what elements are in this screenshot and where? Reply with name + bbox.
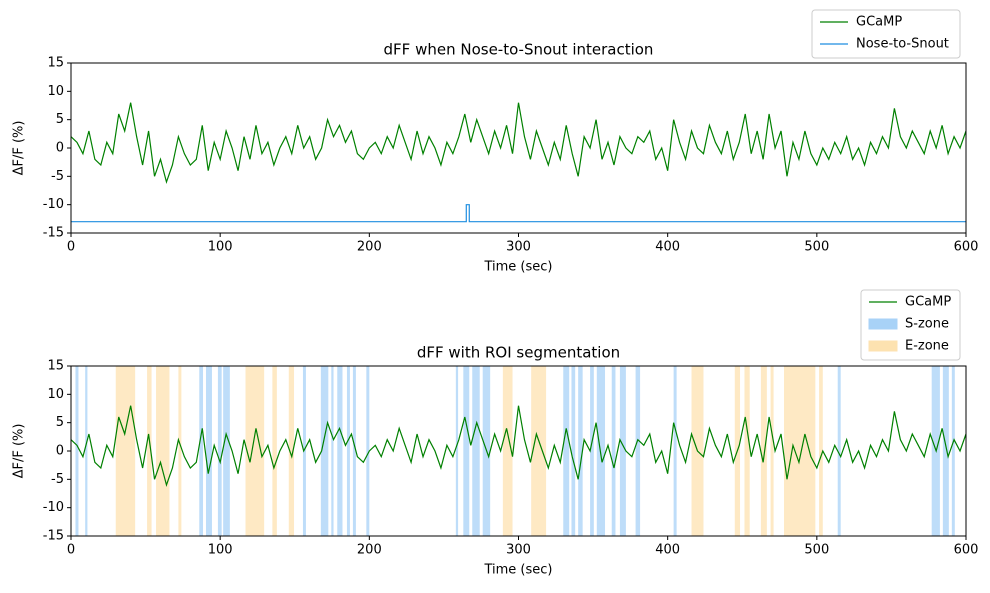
zone-span bbox=[770, 366, 774, 536]
y-tick-label: -15 bbox=[43, 529, 64, 544]
zone-span bbox=[578, 366, 583, 536]
zone-span bbox=[563, 366, 570, 536]
y-tick-label: 5 bbox=[56, 415, 64, 430]
legend-frame bbox=[811, 9, 961, 59]
zone-span bbox=[744, 366, 750, 536]
x-tick-label: 100 bbox=[208, 543, 233, 558]
axes: 0 100 200 300 400 500 600 -15 -10 -5 0 5 10 15 dFF wit… bbox=[12, 344, 979, 578]
axis-title: dFF when Nose-to-Snout interaction bbox=[384, 41, 654, 59]
zone-span bbox=[147, 366, 152, 536]
x-tick-label: 600 bbox=[954, 543, 979, 558]
zone-span bbox=[352, 366, 356, 536]
x-tick-label: 200 bbox=[357, 240, 382, 255]
y-tick-label: -5 bbox=[51, 169, 64, 184]
y-axis-label: ΔF/F (%) bbox=[12, 424, 27, 479]
zone-span bbox=[178, 366, 182, 536]
zone-span bbox=[611, 366, 616, 536]
zone-span bbox=[673, 366, 677, 536]
zone-span bbox=[472, 366, 480, 536]
zone-span bbox=[288, 366, 295, 536]
zone-span bbox=[331, 366, 334, 536]
zone-span bbox=[463, 366, 470, 536]
x-tick-label: 100 bbox=[208, 240, 233, 255]
axis-title: dFF with ROI segmentation bbox=[417, 344, 620, 362]
zone-span bbox=[635, 366, 641, 536]
zone-span bbox=[502, 366, 513, 536]
legend-swatch bbox=[868, 340, 898, 352]
zone-span bbox=[531, 366, 547, 536]
x-tick-label: 600 bbox=[954, 240, 979, 255]
zone-span bbox=[217, 366, 222, 536]
x-tick-label: 500 bbox=[804, 240, 829, 255]
series-line bbox=[71, 204, 966, 223]
legend-label: E-zone bbox=[905, 339, 949, 354]
zone-span bbox=[223, 366, 230, 536]
legend-swatch bbox=[868, 318, 898, 330]
x-tick-label: 200 bbox=[357, 543, 382, 558]
x-tick-label: 300 bbox=[506, 543, 531, 558]
y-tick-label: 15 bbox=[47, 359, 64, 374]
zone-span bbox=[784, 366, 816, 536]
zone-span bbox=[302, 366, 306, 536]
series-line bbox=[70, 102, 967, 185]
x-tick-label: 300 bbox=[506, 240, 531, 255]
zone-span bbox=[156, 366, 170, 536]
zone-span bbox=[337, 366, 343, 536]
zone-span bbox=[85, 366, 88, 536]
y-tick-label: 0 bbox=[56, 141, 64, 156]
series-line bbox=[70, 405, 967, 488]
y-tick-label: 10 bbox=[47, 84, 64, 99]
y-axis-label: ΔF/F (%) bbox=[12, 121, 27, 176]
legend-label: S-zone bbox=[905, 317, 949, 332]
y-tick-label: 15 bbox=[47, 56, 64, 71]
y-tick-label: -5 bbox=[51, 472, 64, 487]
y-tick-label: 5 bbox=[56, 112, 64, 127]
x-tick-label: 0 bbox=[67, 240, 75, 255]
zone-span bbox=[199, 366, 204, 536]
axes: 0 100 200 300 400 500 600 -15 -10 -5 0 5 10 15 dFF whe… bbox=[12, 41, 979, 275]
zone-span bbox=[571, 366, 576, 536]
y-tick-label: -10 bbox=[43, 197, 64, 212]
zone-span bbox=[245, 366, 265, 536]
x-axis-label: Time (sec) bbox=[483, 563, 552, 578]
zone-span bbox=[760, 366, 767, 536]
zone-span bbox=[272, 366, 277, 536]
zone-span bbox=[205, 366, 212, 536]
legend-label: GCaMP bbox=[905, 295, 951, 310]
x-tick-label: 400 bbox=[655, 543, 680, 558]
legend-label: Nose-to-Snout bbox=[856, 37, 949, 52]
zone-span bbox=[75, 366, 79, 536]
zone-span bbox=[320, 366, 329, 536]
zone-span bbox=[619, 366, 626, 536]
x-tick-label: 500 bbox=[804, 543, 829, 558]
zone-span bbox=[837, 366, 841, 536]
y-tick-label: 10 bbox=[47, 387, 64, 402]
zone-span bbox=[942, 366, 949, 536]
legend: GCaMP Nose-to-Snout bbox=[811, 9, 961, 59]
x-tick-label: 400 bbox=[655, 240, 680, 255]
y-tick-label: 0 bbox=[56, 444, 64, 459]
y-tick-label: -15 bbox=[43, 226, 64, 241]
y-tick-label: -10 bbox=[43, 500, 64, 515]
zone-span bbox=[590, 366, 594, 536]
zone-span bbox=[819, 366, 823, 536]
zone-span bbox=[455, 366, 459, 536]
zone-span bbox=[115, 366, 136, 536]
zone-span bbox=[951, 366, 955, 536]
legend: GCaMP S-zone E-zone bbox=[860, 289, 961, 361]
legend-label: GCaMP bbox=[856, 15, 902, 30]
x-tick-label: 0 bbox=[67, 543, 75, 558]
x-axis-label: Time (sec) bbox=[483, 260, 552, 275]
zone-span bbox=[346, 366, 350, 536]
zone-span bbox=[366, 366, 370, 536]
